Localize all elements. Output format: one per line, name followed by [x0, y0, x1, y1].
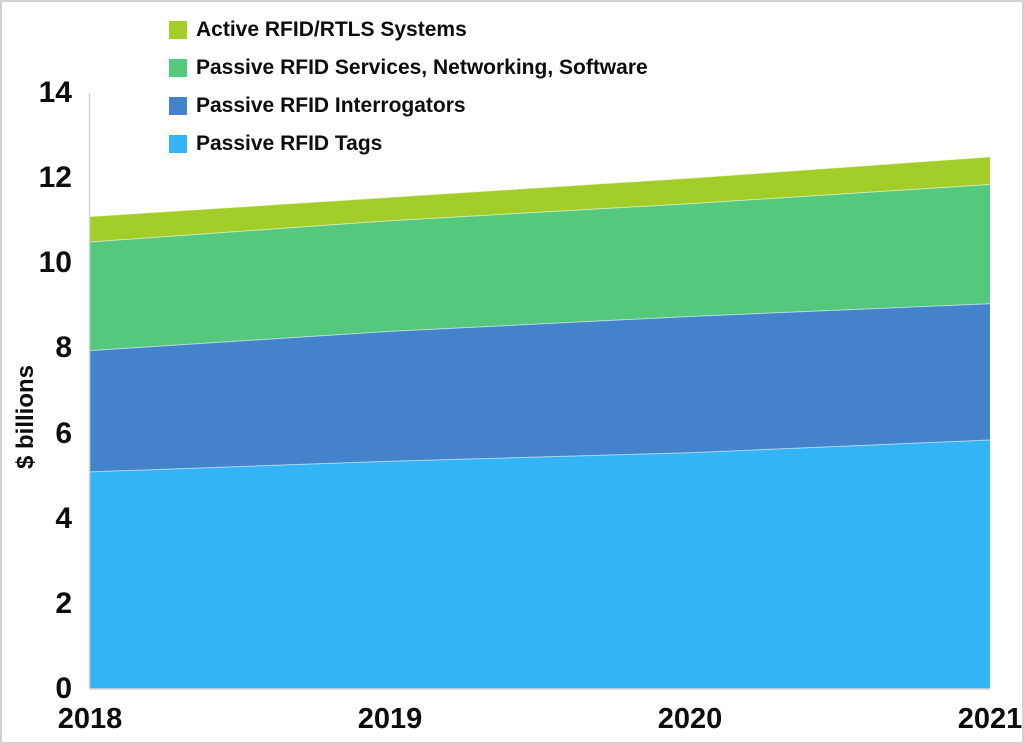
series-boundary-line [89, 156, 991, 217]
y-axis-tick-label: 4 [55, 501, 72, 535]
x-axis-label-2021: 2021 [957, 703, 1023, 735]
x-axis-label-2019: 2019 [357, 703, 423, 735]
legend-item-active-rfid-rtls-systems: Active RFID/RTLS Systems [169, 18, 648, 42]
legend-item-passive-rfid-services-networking-software: Passive RFID Services, Networking, Softw… [169, 56, 648, 80]
area-passive-rfid-services-networking-software [90, 184, 990, 351]
legend-label: Active RFID/RTLS Systems [196, 18, 467, 41]
y-axis-tick-label: 8 [55, 331, 72, 365]
legend: Active RFID/RTLS Systems Passive RFID Se… [169, 18, 648, 170]
y-axis-tick-label: 10 [38, 246, 72, 280]
legend-label: Passive RFID Services, Networking, Softw… [196, 56, 648, 79]
y-axis-title: $ billions [12, 364, 39, 470]
area-passive-rfid-interrogators [90, 303, 990, 472]
legend-item-passive-rfid-interrogators: Passive RFID Interrogators [169, 94, 648, 118]
area-passive-rfid-tags [90, 440, 990, 689]
y-axis-tick-label: 12 [38, 161, 72, 195]
y-axis-tick-label: 2 [55, 586, 72, 620]
legend-swatch-passive-rfid-interrogators [169, 97, 187, 115]
legend-swatch-active-rfid-rtls-systems [169, 21, 187, 39]
y-axis-tick-label: 6 [55, 416, 72, 450]
y-axis-tick-label: 0 [55, 672, 72, 705]
legend-label: Passive RFID Tags [196, 132, 383, 155]
series-boundary-line [89, 303, 991, 352]
x-axis-label-2020: 2020 [657, 703, 723, 735]
legend-item-passive-rfid-tags: Passive RFID Tags [169, 132, 648, 156]
legend-label: Passive RFID Interrogators [196, 94, 466, 117]
legend-swatch-passive-rfid-tags [169, 135, 187, 153]
series-boundary-line [89, 184, 991, 243]
legend-swatch-passive-rfid-services-networking-software [169, 59, 187, 77]
x-axis-label-2018: 2018 [57, 703, 123, 735]
area-active-rfid-rtls-systems [90, 156, 990, 242]
series-boundary-line [89, 439, 991, 473]
y-axis-tick-label: 14 [38, 76, 72, 109]
